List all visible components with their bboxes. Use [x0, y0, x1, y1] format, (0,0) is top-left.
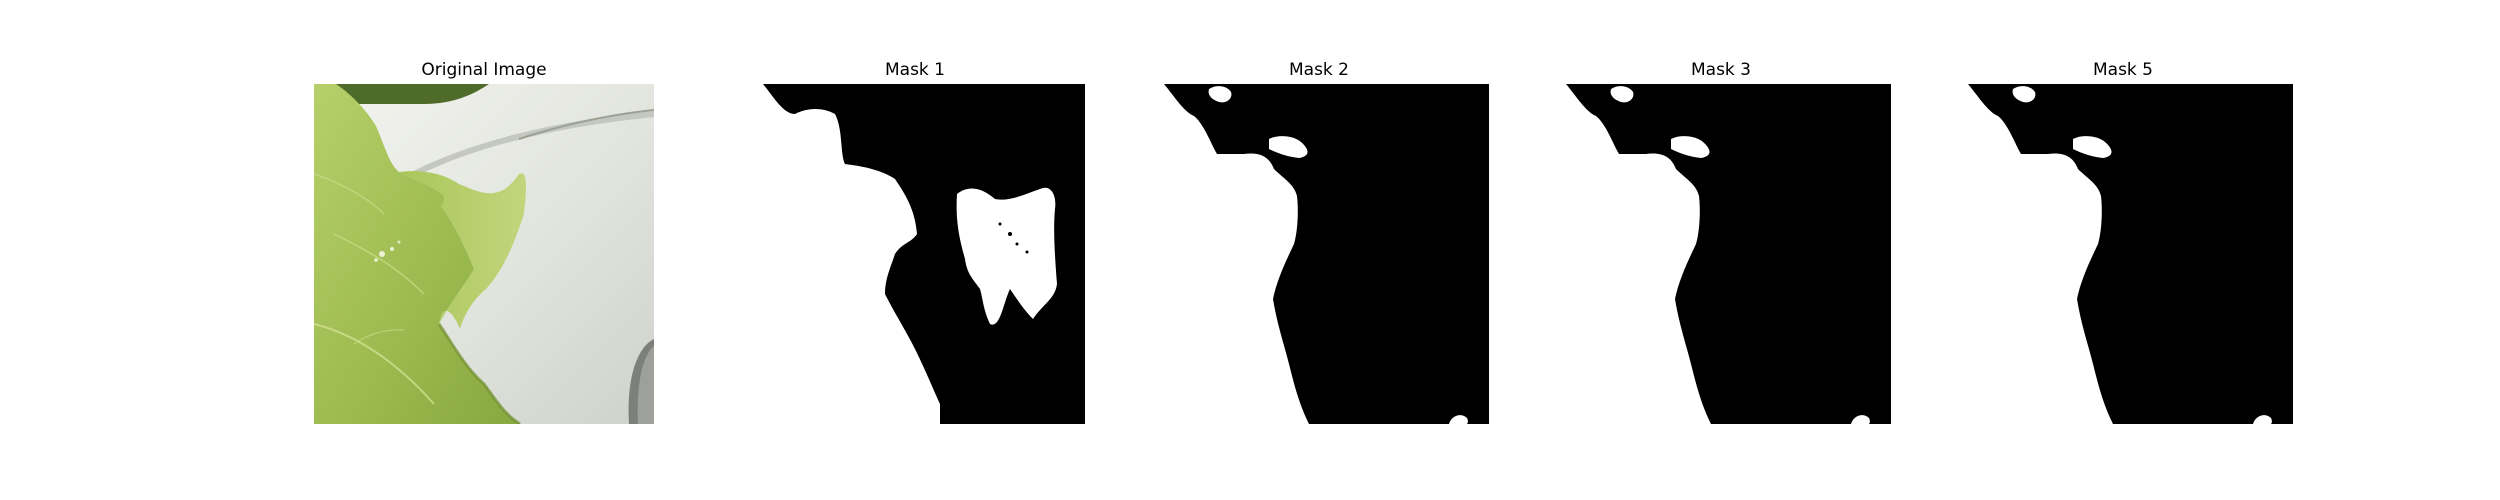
panel-title: Mask 5 [2092, 60, 2153, 80]
panel-title: Mask 2 [1288, 60, 1349, 80]
panel-title: Mask 1 [884, 60, 945, 80]
original-image [314, 84, 654, 424]
mask-5-image [1953, 84, 2293, 424]
mask-2-image [1149, 84, 1489, 424]
panel-title: Mask 3 [1690, 60, 1751, 80]
mask-1-image [745, 84, 1085, 424]
mask-3-image [1551, 84, 1891, 424]
panel-title: Original Image [421, 60, 547, 80]
